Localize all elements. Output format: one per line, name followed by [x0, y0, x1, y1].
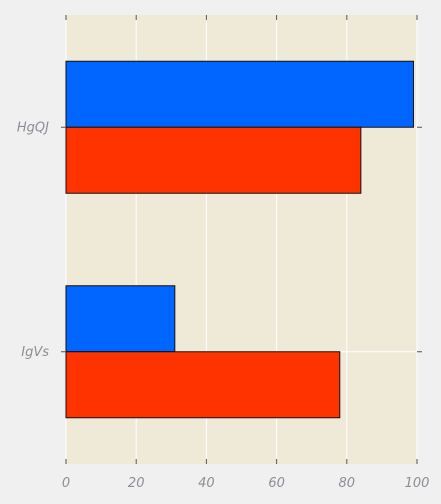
x-tick-label: 100 — [405, 476, 430, 491]
bar-IgVs-1 — [65, 351, 341, 419]
y-tick-label: IgVs — [21, 345, 49, 360]
bars — [65, 60, 414, 419]
y-tick-label: HgQJ — [17, 120, 49, 135]
x-tick-label: 80 — [339, 476, 356, 491]
bar-HgQJ-0 — [65, 60, 414, 128]
x-tick-label: 20 — [128, 476, 145, 491]
bar-IgVs-0 — [65, 285, 176, 353]
axis-ticks — [61, 15, 422, 464]
x-tick-labels: 0 20 40 60 80 100 — [62, 476, 430, 491]
x-tick-label: 60 — [268, 476, 285, 491]
y-tick-labels: HgQJ IgVs — [17, 120, 49, 360]
bar-HgQJ-1 — [65, 126, 362, 194]
x-tick-label: 0 — [62, 476, 70, 491]
x-tick-label: 40 — [198, 476, 215, 491]
